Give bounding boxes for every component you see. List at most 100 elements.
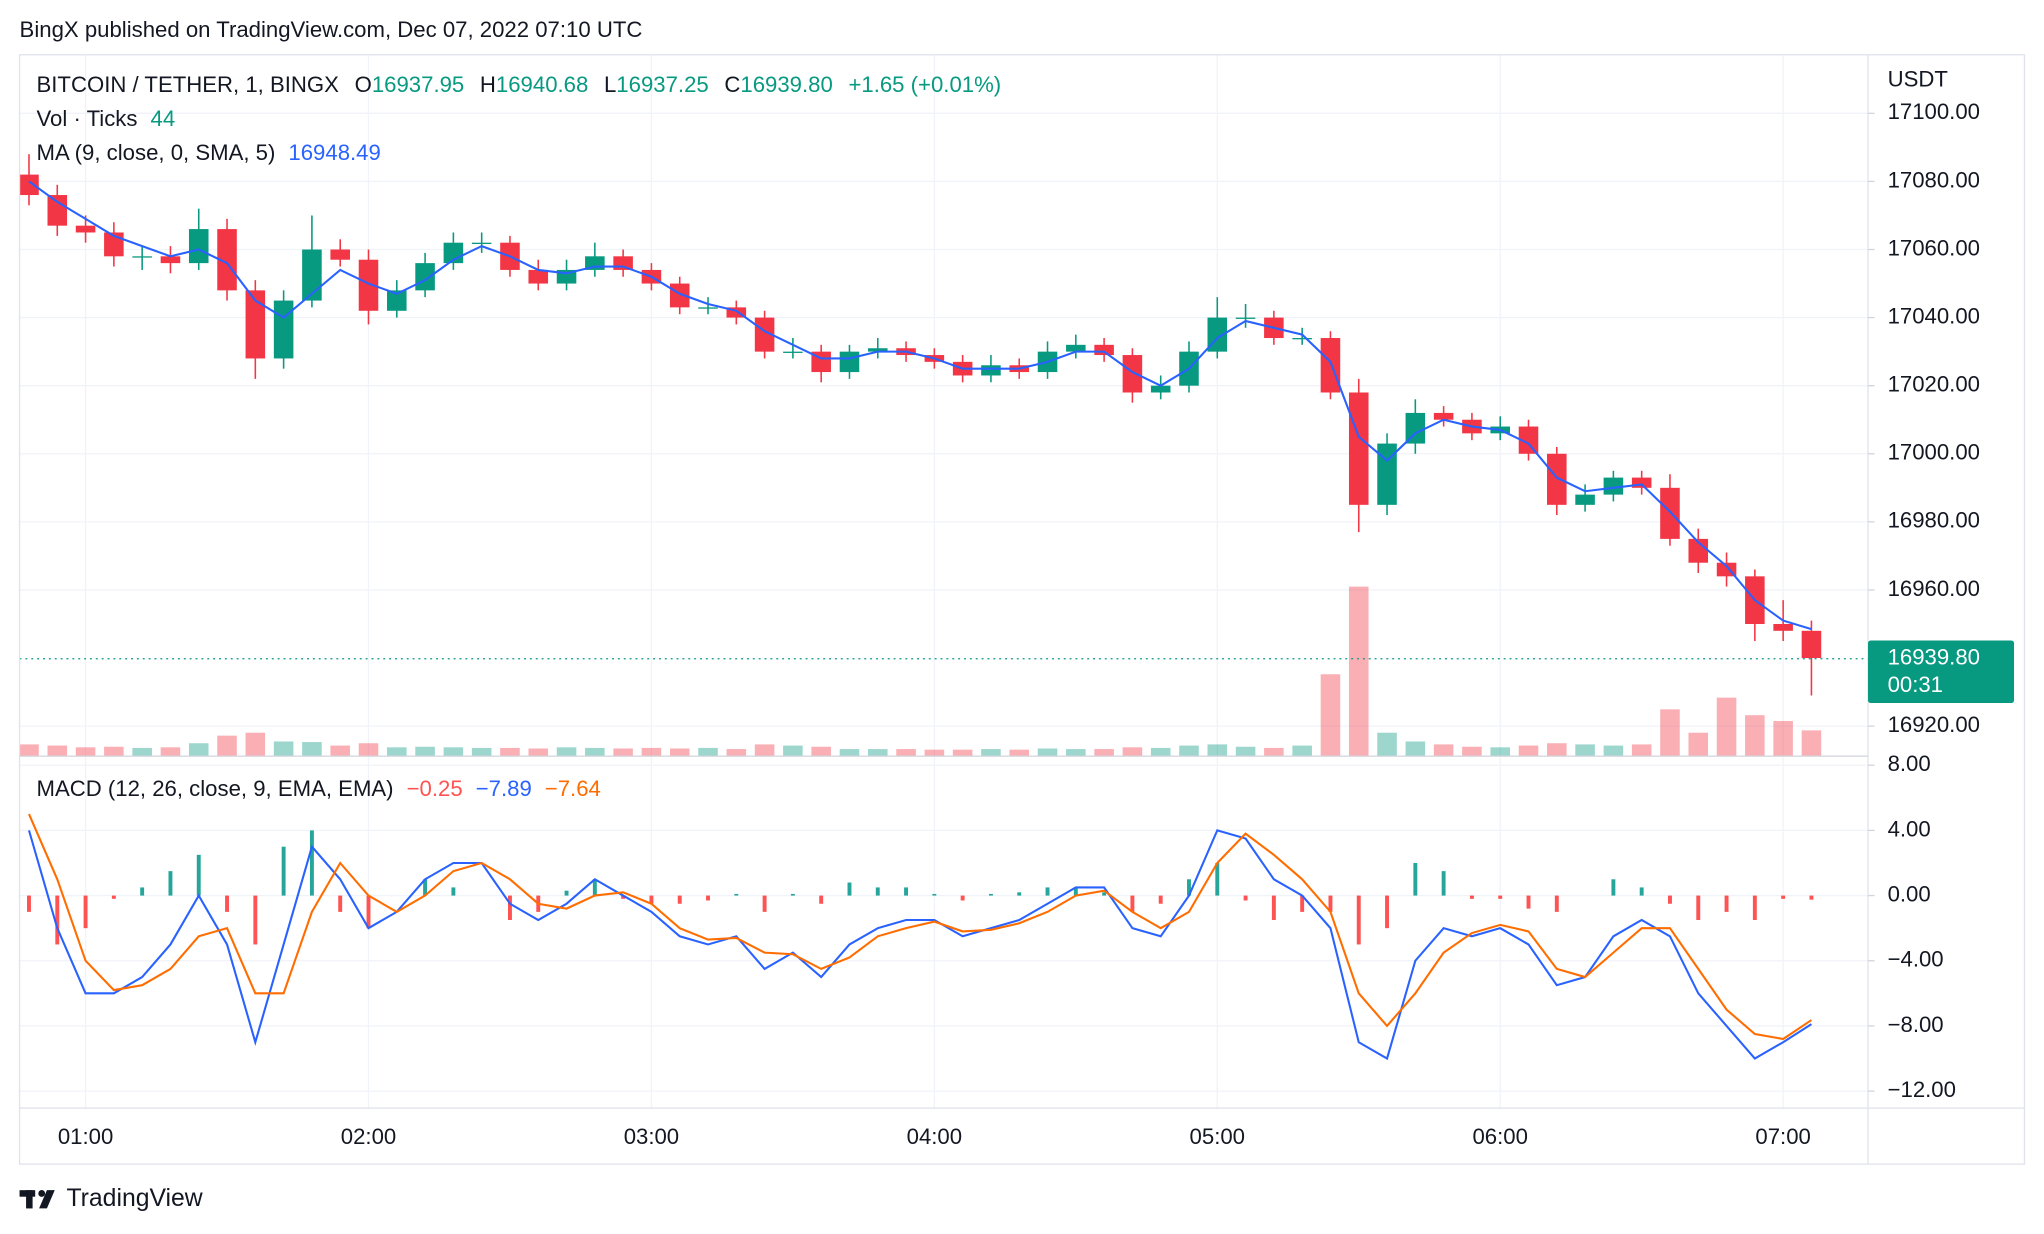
- legend-part: L: [604, 72, 616, 97]
- volume-bar: [47, 745, 68, 757]
- candle-body: [1094, 344, 1114, 356]
- histogram-bar: [1752, 895, 1757, 921]
- volume-bar: [1150, 747, 1171, 757]
- y-tick-label: 17080.00: [1888, 167, 1980, 192]
- symbol-legend: BITCOIN / TETHER, 1, BINGX O16937.95 H1694…: [37, 72, 1002, 97]
- x-tick-label: 06:00: [1472, 1124, 1527, 1149]
- histogram-bar: [1385, 895, 1389, 929]
- candle-body: [188, 229, 209, 264]
- volume-bar: [641, 747, 662, 757]
- volume-bar: [19, 744, 39, 757]
- volume-bar: [981, 749, 1001, 757]
- candle-body: [613, 256, 633, 270]
- volume-bar: [245, 732, 266, 757]
- x-tick-label: 05:00: [1190, 1124, 1245, 1149]
- volume-bar: [1235, 746, 1256, 757]
- candle-body: [754, 317, 775, 352]
- histogram-bar: [904, 887, 909, 896]
- volume-bar: [839, 749, 860, 757]
- volume-bar: [1575, 744, 1595, 757]
- candle-body: [1688, 538, 1709, 563]
- volume-bar: [471, 747, 492, 757]
- signal-line: [28, 813, 1813, 1041]
- volume-bar: [415, 746, 435, 757]
- x-tick-label: 07:00: [1755, 1124, 1810, 1149]
- x-tick-label: 02:00: [341, 1124, 396, 1149]
- candle-body: [783, 351, 803, 353]
- candle-body: [273, 300, 294, 359]
- histogram-bar: [1696, 895, 1701, 921]
- histogram-bar: [1781, 895, 1786, 899]
- volume-bar: [896, 749, 916, 757]
- volume-bar: [75, 747, 96, 757]
- volume-bar: [783, 745, 803, 757]
- histogram-bar: [790, 893, 795, 896]
- candle-body: [1603, 477, 1624, 495]
- plot: [19, 154, 1869, 1061]
- volume-bar: [132, 747, 152, 757]
- histogram-bar: [27, 895, 31, 912]
- volume-bar: [952, 749, 973, 757]
- legend-part: MACD (12, 26, close, 9, EMA, EMA): [37, 776, 394, 801]
- legend-part: −0.25: [407, 776, 463, 801]
- histogram-bar: [706, 895, 710, 901]
- candle-body: [245, 290, 266, 359]
- legend-part: 16939.80: [740, 72, 832, 97]
- y-tick-label: 16980.00: [1888, 508, 1980, 533]
- histogram-bar: [734, 893, 739, 896]
- histogram-bar: [932, 893, 937, 896]
- volume-bar: [1547, 743, 1567, 757]
- histogram-bar: [1668, 895, 1672, 904]
- candle-body: [132, 256, 152, 258]
- legend-part: Vol · Ticks: [37, 106, 138, 131]
- y-tick-label: 16920.00: [1888, 712, 1980, 737]
- histogram-bar: [1356, 895, 1361, 945]
- histogram-bar: [592, 879, 597, 896]
- candle-body: [75, 225, 96, 233]
- candle-body: [47, 195, 68, 226]
- volume-bar: [556, 747, 577, 757]
- grid: [19, 54, 1869, 1109]
- candle-body: [1518, 426, 1539, 454]
- volume-bar: [924, 749, 945, 757]
- histogram-bar: [621, 895, 626, 899]
- volume-bar: [669, 748, 690, 757]
- histogram-bar: [1073, 887, 1078, 896]
- histogram-bar: [1809, 895, 1814, 900]
- histogram-bar: [875, 887, 880, 896]
- candle-body: [1660, 487, 1680, 539]
- volume-bar: [1122, 747, 1143, 757]
- histogram-bar: [649, 895, 654, 904]
- volume-bar: [1660, 709, 1680, 757]
- volume-bar: [1688, 732, 1709, 757]
- histogram-bar: [1441, 871, 1446, 896]
- volume-bar: [1631, 744, 1652, 757]
- candle-body: [1631, 477, 1652, 488]
- candle-body: [1320, 338, 1341, 393]
- candle-body: [1433, 412, 1454, 420]
- publisher-line: BingX published on TradingView.com, Dec …: [20, 17, 643, 42]
- y-tick-label: 4.00: [1888, 816, 1931, 841]
- candle-body: [726, 307, 747, 318]
- volume-bar: [1433, 744, 1454, 757]
- y-tick-label: 0.00: [1888, 881, 1931, 906]
- histogram-bar: [564, 890, 569, 896]
- histogram-bar: [253, 895, 258, 945]
- volume-bar: [500, 747, 520, 757]
- legend-part: 16937.95: [372, 72, 464, 97]
- histogram-bar: [1130, 895, 1135, 912]
- histogram-bar: [451, 887, 456, 896]
- legend-part: 44: [151, 106, 176, 131]
- countdown-label: 00:31: [1888, 672, 1943, 697]
- ma-legend: MA (9, close, 0, SMA, 5) 16948.49: [37, 140, 381, 165]
- x-tick-label: 01:00: [58, 1124, 113, 1149]
- histogram-bar: [168, 871, 173, 896]
- chart-frame: [18, 54, 2026, 1165]
- volume-bar: [811, 746, 831, 757]
- candle-body: [1235, 317, 1256, 319]
- legend-part: C: [724, 72, 740, 97]
- candle-body: [387, 290, 407, 311]
- volume-bar: [528, 748, 549, 757]
- candle-body: [669, 283, 690, 308]
